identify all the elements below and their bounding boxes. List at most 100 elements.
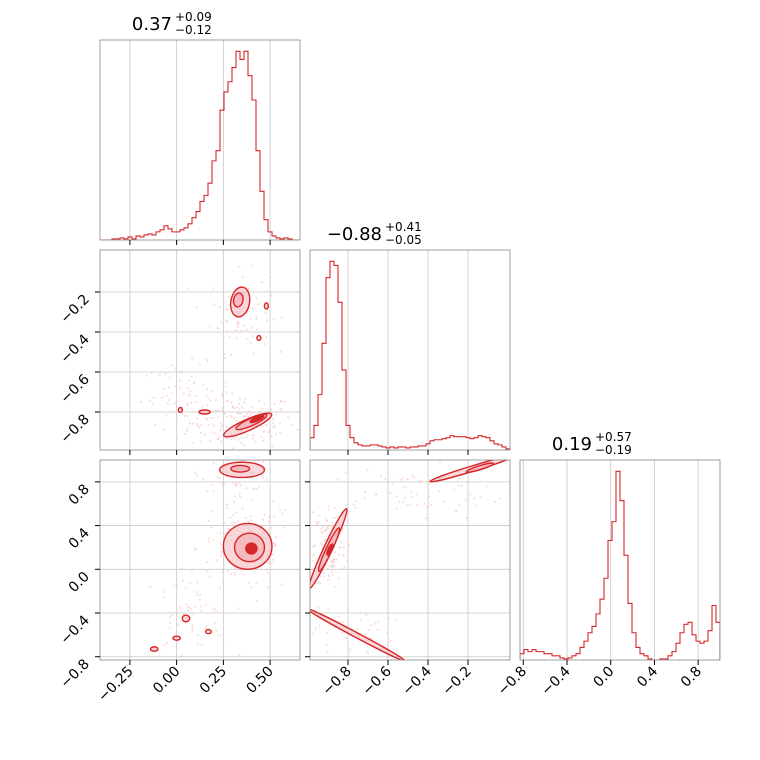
scatter-point xyxy=(237,322,240,325)
scatter-point xyxy=(200,643,203,646)
scatter-point xyxy=(327,524,330,527)
scatter-point xyxy=(224,481,227,484)
scatter-point xyxy=(196,581,199,584)
scatter-point xyxy=(162,596,165,599)
scatter-point xyxy=(402,477,405,480)
scatter-point xyxy=(395,495,398,498)
scatter-point xyxy=(238,493,241,496)
scatter-point xyxy=(346,560,349,563)
scatter-point xyxy=(315,521,318,524)
scatter-point xyxy=(234,495,237,498)
scatter-point xyxy=(209,416,212,419)
scatter-point xyxy=(238,402,241,405)
scatter-point xyxy=(239,484,242,487)
scatter-point xyxy=(234,573,237,576)
scatter-point xyxy=(290,424,293,427)
scatter-point xyxy=(272,553,275,556)
contour-level-1 xyxy=(326,543,334,556)
scatter-point xyxy=(266,319,269,322)
scatter-point xyxy=(331,573,334,576)
scatter-point xyxy=(204,627,207,630)
contour-level-1 xyxy=(245,542,258,555)
scatter-point xyxy=(271,445,274,448)
scatter-point xyxy=(334,516,337,519)
scatter-point xyxy=(353,503,356,506)
scatter-point xyxy=(246,328,249,331)
scatter-point xyxy=(257,411,260,414)
scatter-point xyxy=(148,399,151,402)
scatter-point xyxy=(326,567,329,570)
scatter-point xyxy=(336,478,339,481)
scatter-point xyxy=(469,493,472,496)
scatter-point xyxy=(272,426,275,429)
scatter-point xyxy=(252,352,255,355)
scatter-point xyxy=(330,560,333,563)
x-tick-label: −0.4 xyxy=(399,663,434,698)
scatter-point xyxy=(349,648,352,651)
scatter-point xyxy=(145,374,148,377)
scatter-point xyxy=(487,468,490,471)
scatter-point xyxy=(485,485,488,488)
scatter-point xyxy=(213,622,216,625)
scatter-point xyxy=(168,386,171,389)
scatter-point xyxy=(173,584,176,587)
scatter-point xyxy=(225,437,228,440)
scatter-point xyxy=(380,655,383,658)
scatter-point xyxy=(150,371,153,374)
scatter-point xyxy=(268,528,271,531)
scatter-point xyxy=(318,514,321,517)
y-tick-label: 0.0 xyxy=(66,569,93,596)
scatter-point xyxy=(225,307,228,310)
scatter-point xyxy=(213,607,216,610)
scatter-point xyxy=(191,441,194,444)
title-plus-0: +0.09 xyxy=(175,10,212,24)
scatter-point xyxy=(262,518,265,521)
scatter-point xyxy=(331,570,334,573)
scatter-point xyxy=(212,287,215,290)
scatter-point xyxy=(244,436,247,439)
scatter-point xyxy=(215,398,218,401)
scatter-point xyxy=(317,581,320,584)
scatter-point xyxy=(364,633,367,636)
scatter-point xyxy=(182,613,185,616)
scatter-point xyxy=(237,438,240,441)
scatter-point xyxy=(255,487,258,490)
scatter-point xyxy=(200,423,203,426)
scatter-point xyxy=(164,372,167,375)
x-tick-label: 0.50 xyxy=(244,664,277,697)
scatter-point xyxy=(341,553,344,556)
scatter-point xyxy=(271,418,274,421)
scatter-point xyxy=(334,585,337,588)
scatter-point xyxy=(283,508,286,511)
scatter-point xyxy=(180,654,183,657)
scatter-point xyxy=(275,413,278,416)
scatter-point xyxy=(331,525,334,528)
scatter-point xyxy=(221,581,224,584)
scatter-point xyxy=(238,408,241,411)
contour-level-2 xyxy=(465,462,495,473)
contour-level-3 xyxy=(172,635,182,641)
scatter-point xyxy=(217,415,220,418)
scatter-point xyxy=(327,508,330,511)
scatter-point xyxy=(337,577,340,580)
scatter-point xyxy=(273,515,276,518)
scatter-point xyxy=(260,425,263,428)
scatter-point xyxy=(250,519,253,522)
scatter-point xyxy=(315,582,318,585)
scatter-point xyxy=(226,527,229,530)
scatter-point xyxy=(251,335,254,338)
scatter-point xyxy=(270,562,273,565)
scatter-point xyxy=(269,410,272,413)
scatter-point xyxy=(322,575,325,578)
scatter-point xyxy=(158,654,161,657)
scatter-point xyxy=(200,609,203,612)
scatter-point xyxy=(165,414,168,417)
scatter-point xyxy=(211,423,214,426)
panel-hist2 xyxy=(520,460,720,660)
pair-frame-0 xyxy=(99,249,301,451)
scatter-point xyxy=(198,598,201,601)
y-tick-label: −0.4 xyxy=(57,612,92,647)
panel-pair0 xyxy=(100,250,300,450)
scatter-point xyxy=(265,336,268,339)
scatter-point xyxy=(230,401,233,404)
